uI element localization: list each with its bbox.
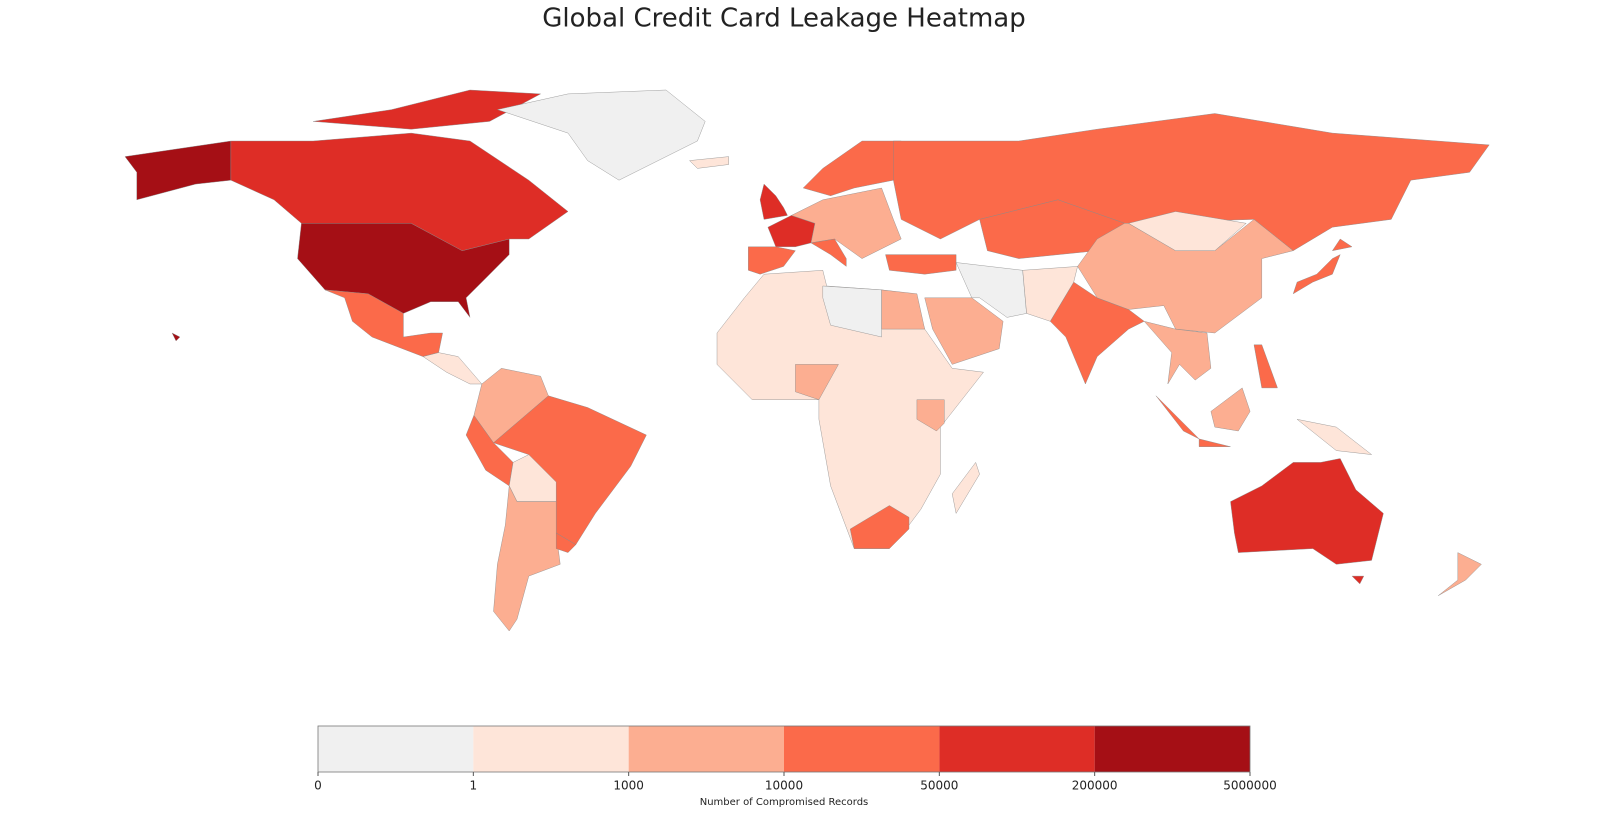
region	[885, 254, 957, 275]
region	[324, 289, 443, 357]
colorbar-tick-label: 50000	[920, 779, 958, 793]
colorbar-tick-label: 1000	[613, 779, 644, 793]
region	[1049, 281, 1145, 385]
region	[924, 297, 1004, 365]
region	[1296, 419, 1373, 455]
region	[689, 156, 729, 169]
region	[822, 285, 882, 338]
region	[1077, 219, 1294, 334]
region	[1210, 387, 1251, 432]
colorbar: 0 1 1000 10000 50000 200000 5000000 Number of C…	[314, 725, 1277, 808]
colorbar-tick-label: 5000000	[1223, 779, 1276, 793]
region	[916, 399, 945, 432]
region	[748, 246, 796, 275]
region	[1143, 320, 1212, 385]
region	[893, 113, 1490, 251]
region	[716, 270, 984, 549]
region	[951, 461, 980, 514]
region	[1128, 211, 1247, 251]
region	[1155, 395, 1231, 447]
region	[496, 89, 706, 181]
region	[810, 238, 847, 267]
map	[124, 89, 1490, 632]
colorbar-tick-label: 1	[470, 779, 478, 793]
region	[881, 289, 925, 330]
region	[1253, 344, 1278, 389]
colorbar-tick-label: 10000	[765, 779, 803, 793]
colorbar-swatch	[784, 726, 940, 772]
region	[556, 532, 577, 553]
region	[493, 485, 561, 632]
colorbar-swatch	[318, 726, 474, 772]
colorbar-swatch	[628, 726, 784, 772]
region	[1230, 458, 1384, 585]
region	[422, 352, 483, 385]
region	[1292, 238, 1353, 295]
colorbar-label: Number of Compromised Records	[700, 797, 869, 808]
chart-title: Global Credit Card Leakage Heatmap	[542, 4, 1025, 34]
region	[1438, 552, 1482, 596]
colorbar-swatch	[939, 726, 1095, 772]
colorbar-swatch	[1094, 726, 1250, 772]
region	[1022, 266, 1078, 322]
region	[230, 89, 569, 251]
region	[849, 505, 910, 549]
region	[759, 183, 788, 220]
colorbar-swatch	[473, 726, 629, 772]
colorbar-tick-label: 0	[314, 779, 322, 793]
region	[795, 364, 839, 400]
region	[802, 140, 902, 197]
colorbar-tick-label: 200000	[1072, 779, 1118, 793]
